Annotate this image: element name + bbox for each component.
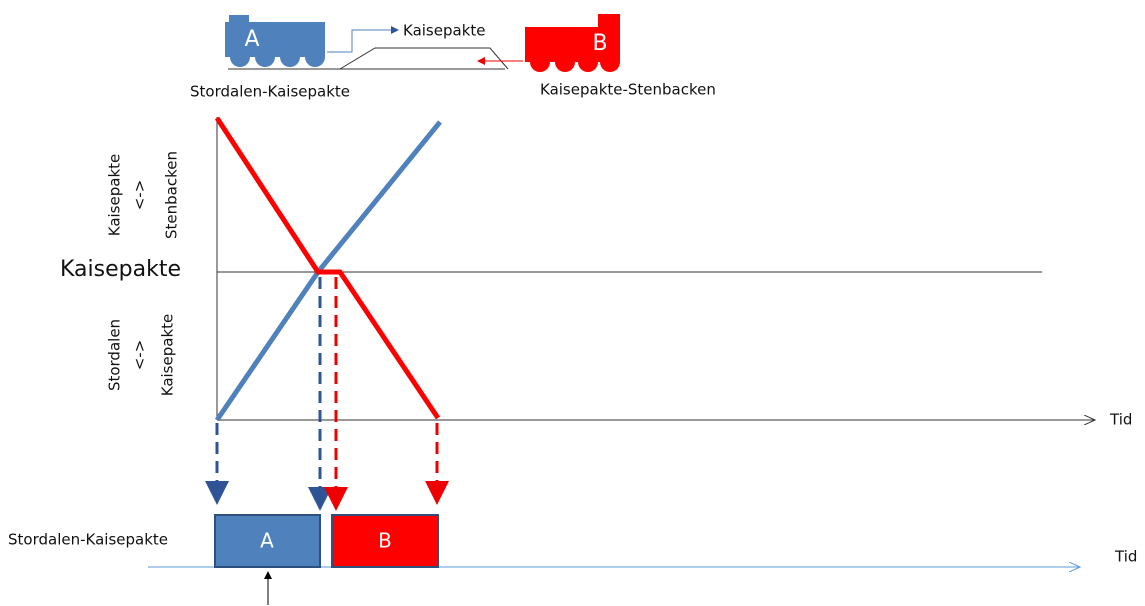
x-label: Tid	[1114, 548, 1137, 566]
y-label: Stenbacken	[163, 151, 181, 239]
train-b: B	[525, 14, 620, 72]
x-label: Tid	[1109, 411, 1132, 429]
track-label: Stordalen-Kaisepakte	[8, 531, 168, 549]
train-a: A	[225, 15, 325, 67]
train-label: A	[244, 27, 259, 52]
route-label: Stordalen-Kaisepakte	[190, 83, 350, 101]
y-label: Kaisepakte	[159, 314, 177, 397]
station-label: Kaisepakte	[403, 22, 486, 40]
block-label: A	[260, 529, 274, 553]
y-label: Kaisepakte	[106, 154, 124, 237]
y-label: Stordalen	[106, 319, 124, 391]
diagram: A B Kaisepakte Stordalen-Kaisepakte Kais…	[0, 0, 1145, 606]
y-label: <->	[131, 340, 149, 371]
y-label: <->	[131, 180, 149, 211]
arrow	[327, 30, 398, 52]
train-label: B	[592, 31, 607, 56]
route-label: Kaisepakte-Stenbacken	[540, 81, 716, 99]
station-label: Kaisepakte	[60, 257, 181, 282]
block-label: B	[378, 529, 392, 553]
siding	[340, 48, 508, 69]
